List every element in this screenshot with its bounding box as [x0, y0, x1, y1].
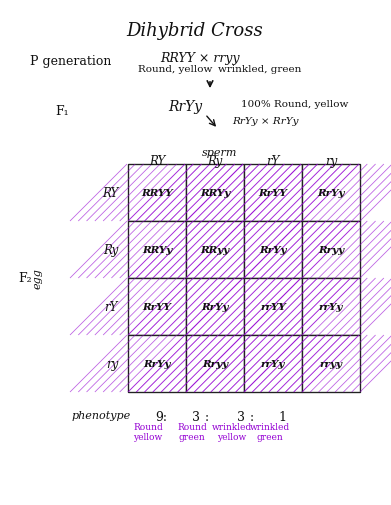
Bar — [128, 222, 186, 278]
Bar — [244, 222, 302, 278]
Text: egg: egg — [33, 268, 43, 289]
Text: RRyy: RRyy — [201, 245, 230, 255]
Text: P generation: P generation — [30, 55, 111, 68]
Bar — [302, 335, 360, 392]
Bar — [302, 165, 360, 222]
Bar — [128, 278, 186, 335]
Text: wrinkled
yellow: wrinkled yellow — [212, 422, 252, 441]
Bar — [128, 335, 186, 392]
Text: :: : — [205, 410, 209, 423]
Text: 1: 1 — [278, 410, 286, 423]
Text: RY: RY — [102, 187, 118, 199]
Text: RrYy: RrYy — [201, 302, 229, 312]
Text: :: : — [250, 410, 254, 423]
Bar — [128, 165, 186, 222]
Text: Ry: Ry — [207, 155, 222, 168]
Bar — [186, 165, 244, 222]
Text: wrinkled, green: wrinkled, green — [218, 65, 302, 74]
Bar — [186, 222, 244, 278]
Text: F₁: F₁ — [55, 105, 69, 118]
Text: RrYY: RrYY — [258, 189, 287, 197]
Text: RrYy: RrYy — [317, 189, 345, 197]
Text: ry: ry — [106, 358, 118, 370]
Bar — [244, 222, 302, 278]
Bar — [244, 335, 302, 392]
Text: rryy: rryy — [319, 359, 343, 368]
Bar — [186, 335, 244, 392]
Bar — [186, 165, 244, 222]
Text: RrYy: RrYy — [259, 245, 287, 255]
Bar — [128, 165, 186, 222]
Bar — [302, 278, 360, 335]
Bar — [128, 278, 186, 335]
Text: wrinkled
green: wrinkled green — [250, 422, 290, 441]
Text: RRYy: RRYy — [142, 245, 172, 255]
Text: rrYY: rrYY — [260, 302, 286, 312]
Text: rrYy: rrYy — [261, 359, 285, 368]
Text: Rryy: Rryy — [318, 245, 344, 255]
Text: rY: rY — [266, 155, 280, 168]
Text: RRYY: RRYY — [141, 189, 173, 197]
Bar — [186, 278, 244, 335]
Bar — [302, 222, 360, 278]
Bar — [244, 335, 302, 392]
Text: 100% Round, yellow: 100% Round, yellow — [241, 100, 349, 109]
Text: 3: 3 — [192, 410, 200, 423]
Text: RRYy: RRYy — [200, 189, 230, 197]
Bar — [302, 335, 360, 392]
Bar — [244, 278, 302, 335]
Text: RrYy: RrYy — [168, 100, 202, 114]
Text: RrYy × RrYy: RrYy × RrYy — [232, 117, 298, 126]
Bar — [302, 165, 360, 222]
Text: RY: RY — [149, 155, 165, 168]
Bar — [186, 335, 244, 392]
Text: 9:: 9: — [155, 410, 167, 423]
Text: phenotype: phenotype — [72, 410, 131, 420]
Bar — [186, 222, 244, 278]
Bar — [186, 278, 244, 335]
Text: RrYy: RrYy — [143, 359, 171, 368]
Text: Round
green: Round green — [177, 422, 207, 441]
Text: Round, yellow: Round, yellow — [138, 65, 212, 74]
Text: sperm: sperm — [202, 147, 238, 158]
Text: Ry: Ry — [103, 243, 118, 257]
Text: ry: ry — [325, 155, 337, 168]
Bar — [244, 278, 302, 335]
Text: RRYY × rryy: RRYY × rryy — [160, 52, 240, 65]
Text: F₂: F₂ — [18, 272, 32, 285]
Text: Rryy: Rryy — [202, 359, 228, 368]
Text: 3: 3 — [237, 410, 245, 423]
Text: rY: rY — [105, 300, 118, 314]
Bar — [244, 165, 302, 222]
Bar — [128, 335, 186, 392]
Bar — [302, 278, 360, 335]
Text: RrYY: RrYY — [143, 302, 171, 312]
Bar — [302, 222, 360, 278]
Text: Round
yellow: Round yellow — [133, 422, 163, 441]
Text: rrYy: rrYy — [319, 302, 343, 312]
Bar — [244, 165, 302, 222]
Text: Dihybrid Cross: Dihybrid Cross — [127, 22, 264, 40]
Bar — [128, 222, 186, 278]
